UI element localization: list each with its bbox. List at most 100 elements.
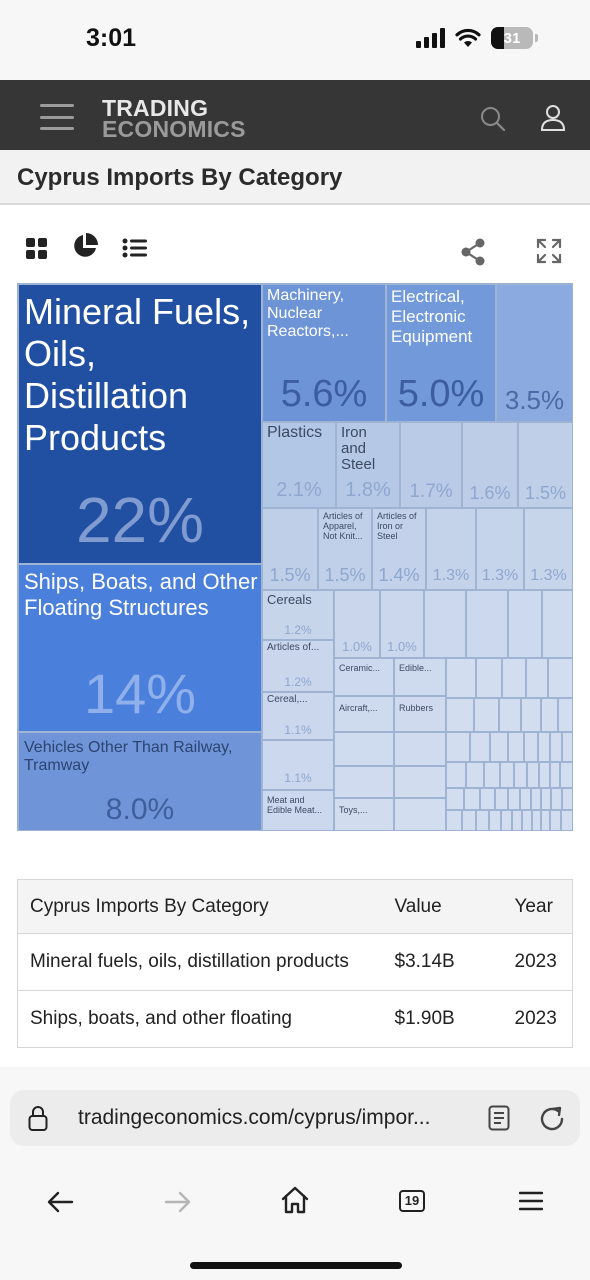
treemap-tile[interactable] xyxy=(561,810,573,831)
treemap-tile[interactable] xyxy=(470,732,490,762)
treemap-tile[interactable]: 1.5% xyxy=(518,422,573,508)
treemap-tile[interactable] xyxy=(424,590,466,658)
treemap-tile[interactable] xyxy=(508,590,542,658)
treemap-tile[interactable] xyxy=(462,810,476,831)
treemap-tile[interactable] xyxy=(499,698,521,732)
menu-icon[interactable] xyxy=(519,1191,543,1211)
treemap-tile[interactable] xyxy=(541,810,550,831)
treemap-tile[interactable] xyxy=(464,788,480,810)
treemap-tile[interactable] xyxy=(508,788,520,810)
column-header-year[interactable]: Year xyxy=(502,879,573,934)
table-row[interactable]: Mineral fuels, oils, distillation produc… xyxy=(17,933,573,991)
treemap-tile[interactable] xyxy=(474,698,499,732)
treemap-tile[interactable] xyxy=(446,788,464,810)
treemap-tile[interactable]: 1.3% xyxy=(476,508,524,590)
treemap-tile[interactable] xyxy=(539,762,550,788)
row-category[interactable]: Ships, boats, and other floating xyxy=(17,990,395,1048)
treemap-tile[interactable]: Electrical, Electronic Equipment 5.0% xyxy=(386,284,496,422)
tabs-button[interactable]: 19 xyxy=(399,1190,425,1212)
home-icon[interactable] xyxy=(280,1185,310,1215)
treemap-tile[interactable] xyxy=(484,762,500,788)
treemap-tile[interactable] xyxy=(560,762,573,788)
column-header-value[interactable]: Value xyxy=(394,879,503,934)
treemap-tile[interactable] xyxy=(501,810,512,831)
treemap-tile[interactable]: Articles of Apparel, Not Knit... 1.5% xyxy=(318,508,372,590)
treemap-tile[interactable]: Edible... xyxy=(394,658,446,696)
treemap-tile[interactable] xyxy=(527,762,539,788)
treemap-tile[interactable]: 1.0% xyxy=(380,590,424,658)
treemap-tile[interactable] xyxy=(394,732,446,766)
treemap-tile[interactable] xyxy=(531,788,541,810)
treemap-tile[interactable] xyxy=(542,590,573,658)
treemap-tile[interactable]: 1.7% xyxy=(400,422,462,508)
treemap-tile[interactable] xyxy=(446,732,470,762)
treemap-tile[interactable] xyxy=(446,658,476,698)
column-header-category[interactable]: Cyprus Imports By Category xyxy=(17,879,395,934)
treemap-tile[interactable] xyxy=(466,762,484,788)
treemap-tile[interactable] xyxy=(514,762,527,788)
treemap-tile[interactable]: Ships, Boats, and Other Floating Structu… xyxy=(18,564,262,732)
fullscreen-icon[interactable] xyxy=(536,238,562,264)
user-icon[interactable] xyxy=(540,104,566,132)
treemap-tile[interactable] xyxy=(394,766,446,798)
treemap-tile[interactable]: Machinery, Nuclear Reactors,... 5.6% xyxy=(262,284,386,422)
treemap-tile[interactable]: Plastics 2.1% xyxy=(262,422,336,508)
treemap-tile[interactable] xyxy=(476,810,489,831)
treemap-tile[interactable] xyxy=(538,732,550,762)
treemap-tile[interactable] xyxy=(520,788,531,810)
treemap-tile[interactable] xyxy=(551,788,562,810)
treemap-tile[interactable] xyxy=(495,788,508,810)
treemap-tile[interactable] xyxy=(489,810,501,831)
treemap-tile[interactable]: 1.3% xyxy=(426,508,476,590)
treemap-tile[interactable]: Articles of Iron or Steel 1.4% xyxy=(372,508,426,590)
treemap-tile[interactable] xyxy=(522,810,532,831)
treemap-tile[interactable] xyxy=(521,698,541,732)
treemap-tile[interactable] xyxy=(550,810,561,831)
treemap-tile[interactable]: 1.6% xyxy=(462,422,518,508)
treemap-tile[interactable]: Toys,... xyxy=(334,798,394,831)
treemap-tile[interactable] xyxy=(446,698,474,732)
reload-icon[interactable] xyxy=(538,1105,566,1133)
row-category[interactable]: Mineral fuels, oils, distillation produc… xyxy=(17,933,395,991)
treemap-tile[interactable]: Ceramic... xyxy=(334,658,394,696)
table-row[interactable]: Ships, boats, and other floating $1.90B … xyxy=(17,990,573,1048)
treemap-tile[interactable]: Cereals 1.2% xyxy=(262,590,334,640)
treemap-tile[interactable] xyxy=(480,788,495,810)
url-bar[interactable]: tradingeconomics.com/cyprus/impor... xyxy=(10,1090,580,1146)
treemap-tile[interactable] xyxy=(490,732,508,762)
list-view-icon[interactable] xyxy=(122,238,148,258)
treemap-tile[interactable] xyxy=(550,732,562,762)
treemap-tile[interactable]: Vehicles Other Than Railway, Tramway 8.0… xyxy=(18,732,262,831)
treemap-tile[interactable] xyxy=(558,698,573,732)
treemap-tile[interactable] xyxy=(394,798,446,831)
treemap-tile[interactable] xyxy=(526,658,548,698)
share-icon[interactable] xyxy=(460,238,486,266)
forward-icon[interactable] xyxy=(164,1190,192,1214)
reader-mode-icon[interactable] xyxy=(488,1105,510,1131)
site-logo[interactable]: TRADING ECONOMICS xyxy=(102,97,246,141)
treemap-tile[interactable]: 1.1% xyxy=(262,740,334,790)
treemap-tile[interactable] xyxy=(508,732,524,762)
treemap-tile[interactable]: Cereal,... 1.1% xyxy=(262,692,334,740)
treemap-tile[interactable]: 1.0% xyxy=(334,590,380,658)
pie-chart-icon[interactable] xyxy=(71,232,99,260)
treemap-tile[interactable]: Aircraft,... xyxy=(334,696,394,732)
treemap-tile[interactable] xyxy=(562,788,573,810)
treemap-tile[interactable]: 1.5% xyxy=(262,508,318,590)
treemap-tile[interactable]: Rubbers xyxy=(394,696,446,732)
treemap-tile[interactable]: 3.5% xyxy=(496,284,573,422)
treemap-tile[interactable]: Mineral Fuels, Oils, Distillation Produc… xyxy=(18,284,262,564)
treemap-tile[interactable]: 1.3% xyxy=(524,508,573,590)
treemap-tile[interactable] xyxy=(446,810,462,831)
treemap-tile[interactable] xyxy=(548,658,573,698)
treemap-tile[interactable]: Meat and Edible Meat... xyxy=(262,790,334,831)
treemap-tile[interactable]: Iron and Steel 1.8% xyxy=(336,422,400,508)
treemap-tile[interactable] xyxy=(500,762,514,788)
treemap-tile[interactable] xyxy=(446,762,466,788)
search-icon[interactable] xyxy=(480,106,506,132)
treemap-tile[interactable] xyxy=(541,788,551,810)
back-icon[interactable] xyxy=(46,1190,74,1214)
treemap-tile[interactable] xyxy=(476,658,502,698)
treemap-tile[interactable] xyxy=(334,732,394,766)
treemap-tile[interactable] xyxy=(502,658,526,698)
